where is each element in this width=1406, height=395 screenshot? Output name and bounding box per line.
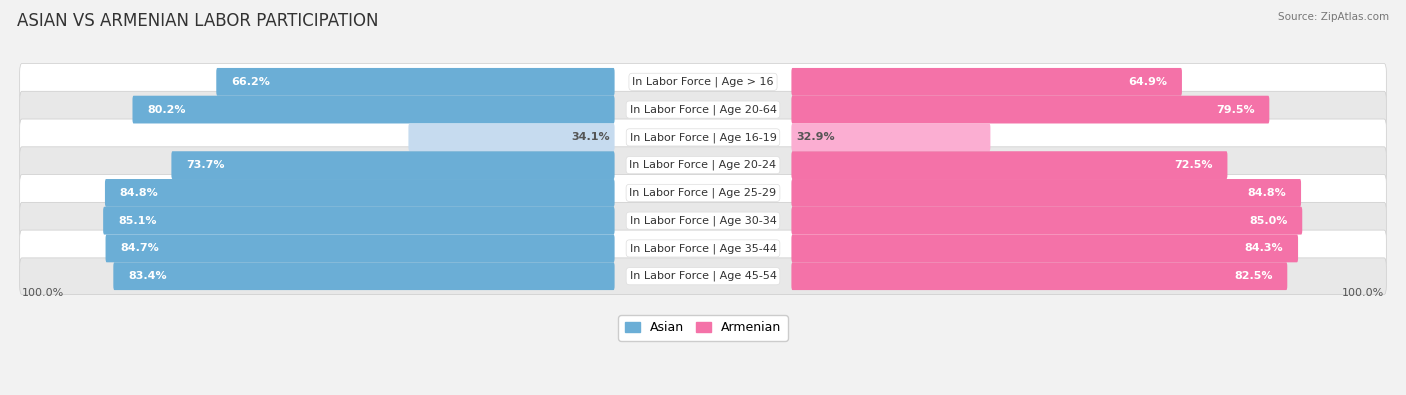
Text: In Labor Force | Age 30-34: In Labor Force | Age 30-34: [630, 215, 776, 226]
FancyBboxPatch shape: [172, 151, 614, 179]
FancyBboxPatch shape: [792, 207, 1302, 235]
FancyBboxPatch shape: [114, 262, 614, 290]
Text: 72.5%: 72.5%: [1174, 160, 1212, 170]
Text: 84.8%: 84.8%: [120, 188, 159, 198]
FancyBboxPatch shape: [20, 91, 1386, 128]
Text: 34.1%: 34.1%: [571, 132, 610, 142]
Text: 100.0%: 100.0%: [1341, 288, 1384, 298]
FancyBboxPatch shape: [792, 151, 1227, 179]
Text: 84.3%: 84.3%: [1244, 243, 1284, 254]
FancyBboxPatch shape: [792, 68, 1182, 96]
Text: 32.9%: 32.9%: [796, 132, 835, 142]
Text: 79.5%: 79.5%: [1216, 105, 1254, 115]
Text: In Labor Force | Age 20-24: In Labor Force | Age 20-24: [630, 160, 776, 170]
Text: 85.1%: 85.1%: [118, 216, 156, 226]
Text: 64.9%: 64.9%: [1128, 77, 1167, 87]
FancyBboxPatch shape: [792, 124, 990, 151]
FancyBboxPatch shape: [408, 124, 614, 151]
FancyBboxPatch shape: [20, 119, 1386, 156]
Text: In Labor Force | Age 35-44: In Labor Force | Age 35-44: [630, 243, 776, 254]
Text: 84.8%: 84.8%: [1247, 188, 1286, 198]
FancyBboxPatch shape: [105, 235, 614, 262]
FancyBboxPatch shape: [20, 258, 1386, 295]
FancyBboxPatch shape: [20, 202, 1386, 239]
FancyBboxPatch shape: [103, 207, 614, 235]
Text: In Labor Force | Age 20-64: In Labor Force | Age 20-64: [630, 104, 776, 115]
FancyBboxPatch shape: [792, 262, 1288, 290]
FancyBboxPatch shape: [20, 175, 1386, 211]
Text: 100.0%: 100.0%: [22, 288, 65, 298]
Legend: Asian, Armenian: Asian, Armenian: [619, 315, 787, 341]
Text: 82.5%: 82.5%: [1234, 271, 1272, 281]
FancyBboxPatch shape: [792, 96, 1270, 124]
Text: 80.2%: 80.2%: [148, 105, 186, 115]
Text: 66.2%: 66.2%: [231, 77, 270, 87]
FancyBboxPatch shape: [217, 68, 614, 96]
Text: ASIAN VS ARMENIAN LABOR PARTICIPATION: ASIAN VS ARMENIAN LABOR PARTICIPATION: [17, 12, 378, 30]
FancyBboxPatch shape: [792, 235, 1298, 262]
FancyBboxPatch shape: [20, 147, 1386, 183]
FancyBboxPatch shape: [20, 230, 1386, 267]
FancyBboxPatch shape: [132, 96, 614, 124]
FancyBboxPatch shape: [792, 179, 1301, 207]
Text: 73.7%: 73.7%: [186, 160, 225, 170]
Text: In Labor Force | Age 25-29: In Labor Force | Age 25-29: [630, 188, 776, 198]
Text: Source: ZipAtlas.com: Source: ZipAtlas.com: [1278, 12, 1389, 22]
Text: In Labor Force | Age 16-19: In Labor Force | Age 16-19: [630, 132, 776, 143]
FancyBboxPatch shape: [20, 64, 1386, 100]
Text: In Labor Force | Age > 16: In Labor Force | Age > 16: [633, 77, 773, 87]
Text: In Labor Force | Age 45-54: In Labor Force | Age 45-54: [630, 271, 776, 282]
FancyBboxPatch shape: [105, 179, 614, 207]
Text: 85.0%: 85.0%: [1249, 216, 1288, 226]
Text: 83.4%: 83.4%: [128, 271, 167, 281]
Text: 84.7%: 84.7%: [121, 243, 159, 254]
